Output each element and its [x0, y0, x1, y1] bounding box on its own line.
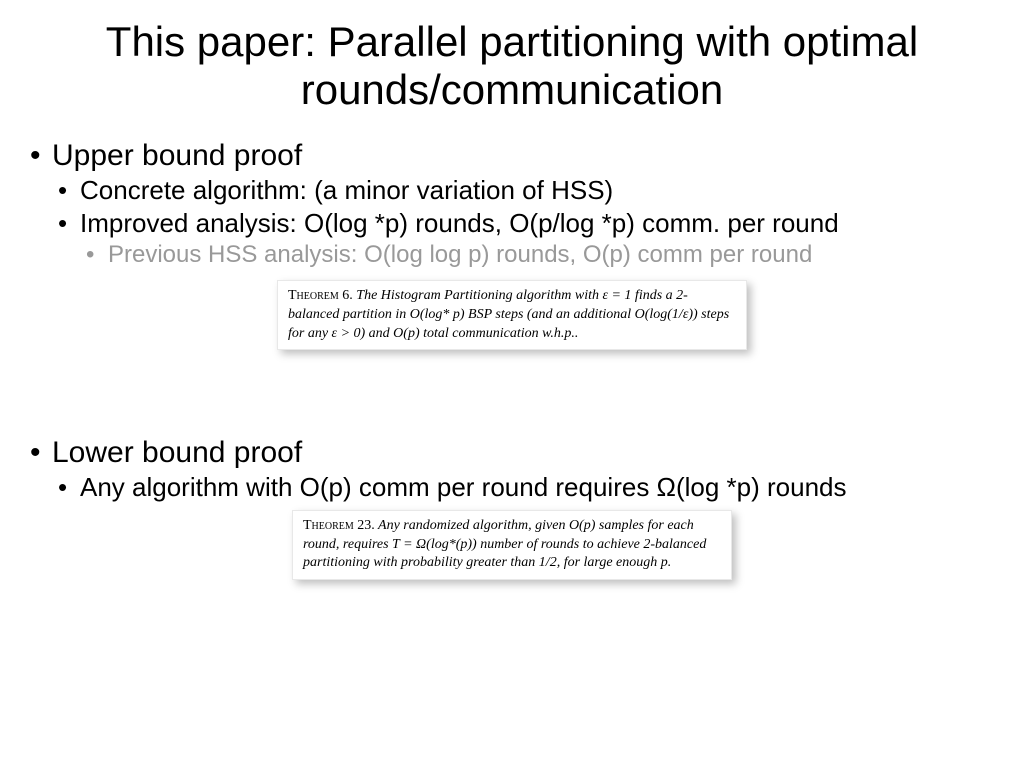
lower-bound-heading-text: Lower bound proof [52, 436, 302, 469]
theorem6-body: The Histogram Partitioning algorithm wit… [288, 288, 729, 341]
lower-bound-bullets: Any algorithm with O(p) comm per round r… [52, 472, 1000, 503]
slide-title: This paper: Parallel partitioning with o… [0, 0, 1024, 115]
lower-bound-section-wrap: Lower bound proof Any algorithm with O(p… [24, 436, 1000, 580]
theorem6-label: Theorem 6. [288, 288, 353, 303]
theorem6-box: Theorem 6. The Histogram Partitioning al… [277, 280, 747, 351]
lower-bound-section: Lower bound proof Any algorithm with O(p… [24, 436, 1000, 503]
upper-b1: Concrete algorithm: (a minor variation o… [52, 175, 1000, 206]
theorem6-wrap: Theorem 6. The Histogram Partitioning al… [24, 280, 1000, 351]
lower-bound-heading: Lower bound proof Any algorithm with O(p… [24, 436, 1000, 503]
upper-bound-sub-bullets: Previous HSS analysis: O(log log p) roun… [80, 241, 1000, 270]
upper-bound-bullets: Concrete algorithm: (a minor variation o… [52, 175, 1000, 270]
theorem23-wrap: Theorem 23. Any randomized algorithm, gi… [24, 510, 1000, 581]
upper-bound-section: Upper bound proof Concrete algorithm: (a… [24, 139, 1000, 270]
upper-b3: Previous HSS analysis: O(log log p) roun… [80, 241, 1000, 270]
slide-content: Upper bound proof Concrete algorithm: (a… [0, 115, 1024, 581]
upper-b2-text: Improved analysis: O(log *p) rounds, O(p… [80, 208, 839, 238]
upper-b2: Improved analysis: O(log *p) rounds, O(p… [52, 208, 1000, 270]
upper-bound-heading: Upper bound proof Concrete algorithm: (a… [24, 139, 1000, 270]
upper-bound-heading-text: Upper bound proof [52, 139, 302, 172]
theorem23-label: Theorem 23. [303, 518, 375, 533]
lower-b1: Any algorithm with O(p) comm per round r… [52, 472, 1000, 503]
theorem23-box: Theorem 23. Any randomized algorithm, gi… [292, 510, 732, 581]
